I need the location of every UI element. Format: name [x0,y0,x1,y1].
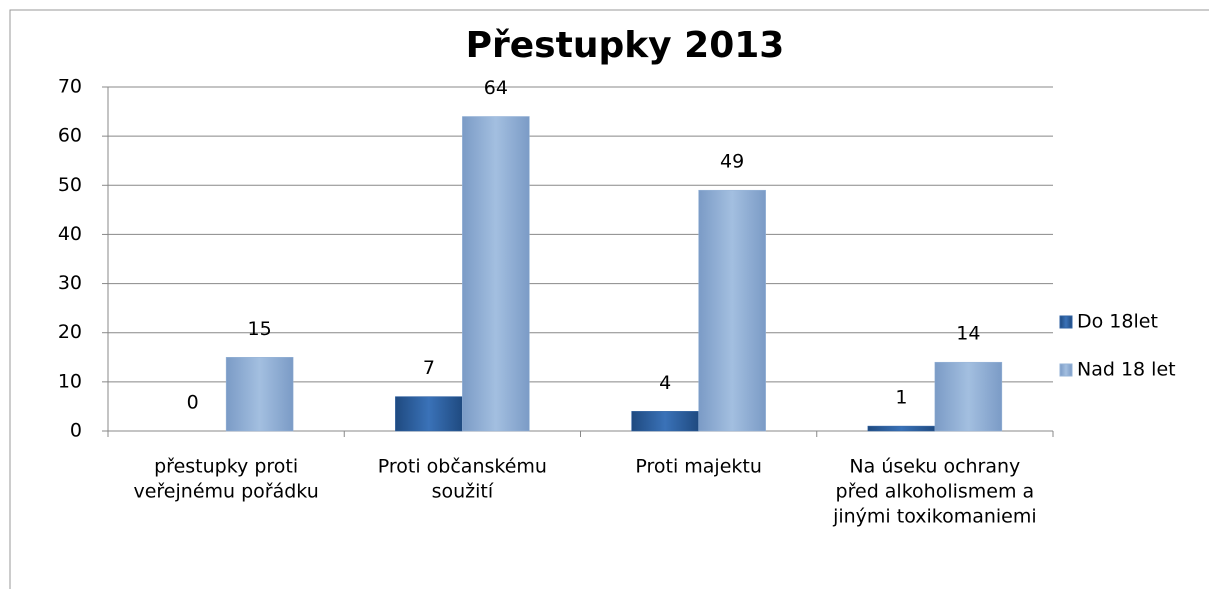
chart-title: Přestupky 2013 [466,25,785,66]
y-tick-label: 70 [58,76,82,98]
x-tick-label: Proti občanskému [378,456,547,478]
bar [631,411,699,432]
x-tick-label: před alkoholismem a [836,481,1035,503]
bar [395,396,463,432]
x-tick-label: veřejnému pořádku [133,481,318,503]
value-label: 4 [659,372,671,394]
y-tick-label: 30 [58,272,82,294]
y-tick-label: 40 [58,223,82,245]
value-label: 15 [248,318,272,340]
x-tick-label: soužití [432,481,494,503]
value-label: 64 [484,77,508,99]
value-label: 0 [187,392,199,414]
bar [462,116,530,432]
x-tick-label: jinými toxikomaniemi [832,506,1037,528]
y-tick-label: 20 [58,321,82,343]
y-tick-label: 50 [58,174,82,196]
y-tick-label: 0 [70,420,82,442]
value-label: 1 [895,387,907,409]
legend-label: Nad 18 let [1077,359,1176,381]
x-tick-label: Na úseku ochrany [849,456,1020,478]
y-tick-label: 10 [58,370,82,392]
value-label: 49 [720,151,744,173]
x-tick-label: přestupky proti [154,456,298,478]
bar [934,361,1003,432]
bar [698,189,766,432]
chart-border [9,9,1209,589]
legend-swatch [1059,363,1073,377]
legend-swatch [1059,315,1073,329]
x-tick-label: Proti majektu [635,456,762,478]
y-tick-label: 60 [58,125,82,147]
value-label: 14 [956,323,980,345]
value-label: 7 [423,357,435,379]
bar [225,357,294,432]
legend-label: Do 18let [1077,311,1158,333]
bar [867,425,936,432]
